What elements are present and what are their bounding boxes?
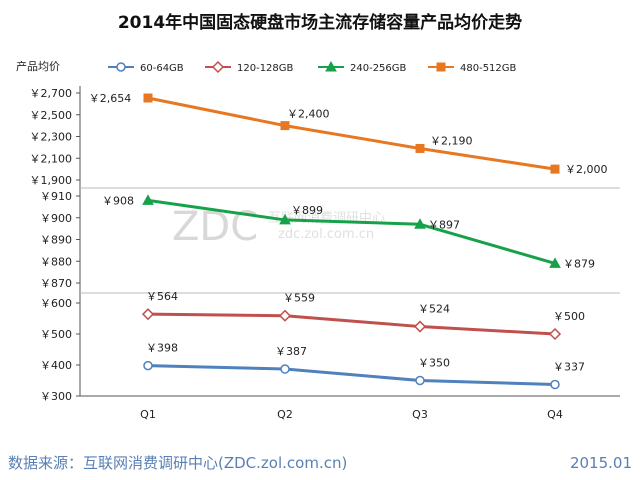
data-label: ￥899 [291, 204, 323, 217]
legend-label: 240-256GB [350, 63, 407, 74]
data-point [549, 257, 561, 268]
chart-title: 2014年中国固态硬盘市场主流存储容量产品均价走势 [118, 12, 522, 33]
y-tick-label: ￥890 [40, 234, 72, 247]
legend-label: 480-512GB [460, 63, 517, 74]
watermark-url: zdc.zol.com.cn [278, 227, 374, 242]
data-point [142, 194, 154, 205]
data-point [415, 143, 425, 153]
data-label: ￥2,654 [89, 92, 132, 105]
data-label: ￥2,190 [430, 134, 473, 147]
legend-label: 60-64GB [140, 63, 184, 74]
data-point [550, 164, 560, 174]
data-label: ￥387 [275, 345, 307, 358]
series-line-480-512GB [147, 96, 556, 171]
x-tick-label: Q2 [277, 408, 293, 421]
x-tick-label: Q1 [140, 408, 156, 421]
data-label: ￥2,400 [287, 108, 330, 121]
watermark-logo: ZDC [172, 204, 258, 250]
series-line-60-64GB [147, 364, 556, 387]
y-tick-label: ￥400 [40, 359, 72, 372]
y-tick-label: ￥910 [40, 190, 72, 203]
y-tick-label: ￥2,700 [30, 87, 73, 100]
data-point [141, 308, 155, 321]
y-tick-label: ￥2,500 [30, 109, 73, 122]
x-tick-label: Q4 [547, 408, 563, 421]
data-label: ￥500 [553, 310, 585, 323]
y-tick-label: ￥2,100 [30, 152, 73, 165]
data-point [548, 327, 562, 341]
legend-marker [325, 60, 337, 72]
data-point [143, 360, 153, 371]
data-label: ￥398 [146, 342, 178, 355]
legend-marker [211, 60, 225, 74]
y-tick-label: ￥500 [40, 328, 72, 341]
watermark: ZDC 互联网消费调研中心 zdc.zol.com.cn [172, 204, 385, 250]
data-point [413, 320, 427, 333]
plot-area: Q1 Q2 Q3 Q4 ￥1,900 ￥2,100 ￥2,300 ￥2,500 ￥2,700 ￥2… [30, 86, 620, 421]
y-tick-label: ￥300 [40, 390, 72, 403]
data-label: ￥908 [102, 194, 134, 207]
footer-date: 2015.01 [570, 454, 632, 472]
y-tick-label: ￥600 [40, 297, 72, 310]
data-point [550, 379, 560, 390]
y-tick-label: ￥870 [40, 277, 72, 290]
data-label: ￥524 [418, 303, 450, 316]
data-point [278, 309, 292, 322]
legend-marker [436, 62, 446, 72]
legend-marker [116, 62, 126, 72]
data-point [415, 375, 425, 386]
data-label: ￥337 [553, 361, 585, 374]
footer-source: 数据来源：互联网消费调研中心(ZDC.zol.com.cn) [8, 454, 347, 472]
y-tick-label: ￥880 [40, 255, 72, 268]
series-line-120-128GB [147, 312, 556, 336]
data-point [279, 213, 291, 225]
data-label: ￥2,000 [565, 163, 608, 176]
data-point [414, 218, 426, 229]
y-tick-label: ￥2,300 [30, 131, 73, 144]
y-axis-label: 产品均价 [16, 59, 60, 73]
legend: 60-64GB 120-128GB 240-256GB 480-512GB [108, 60, 517, 74]
data-point [280, 364, 290, 374]
data-label: ￥350 [418, 357, 450, 370]
y-tick-label: ￥1,900 [30, 174, 73, 187]
series-line-240-256GB [147, 198, 556, 265]
x-tick-label: Q3 [412, 408, 428, 421]
data-label: ￥564 [146, 290, 178, 303]
data-point [143, 93, 153, 103]
y-tick-label: ￥900 [40, 212, 72, 225]
legend-label: 120-128GB [237, 63, 294, 74]
data-label: ￥897 [428, 218, 460, 231]
data-point [280, 121, 290, 131]
data-label: ￥559 [283, 292, 315, 305]
data-label: ￥879 [563, 257, 595, 270]
